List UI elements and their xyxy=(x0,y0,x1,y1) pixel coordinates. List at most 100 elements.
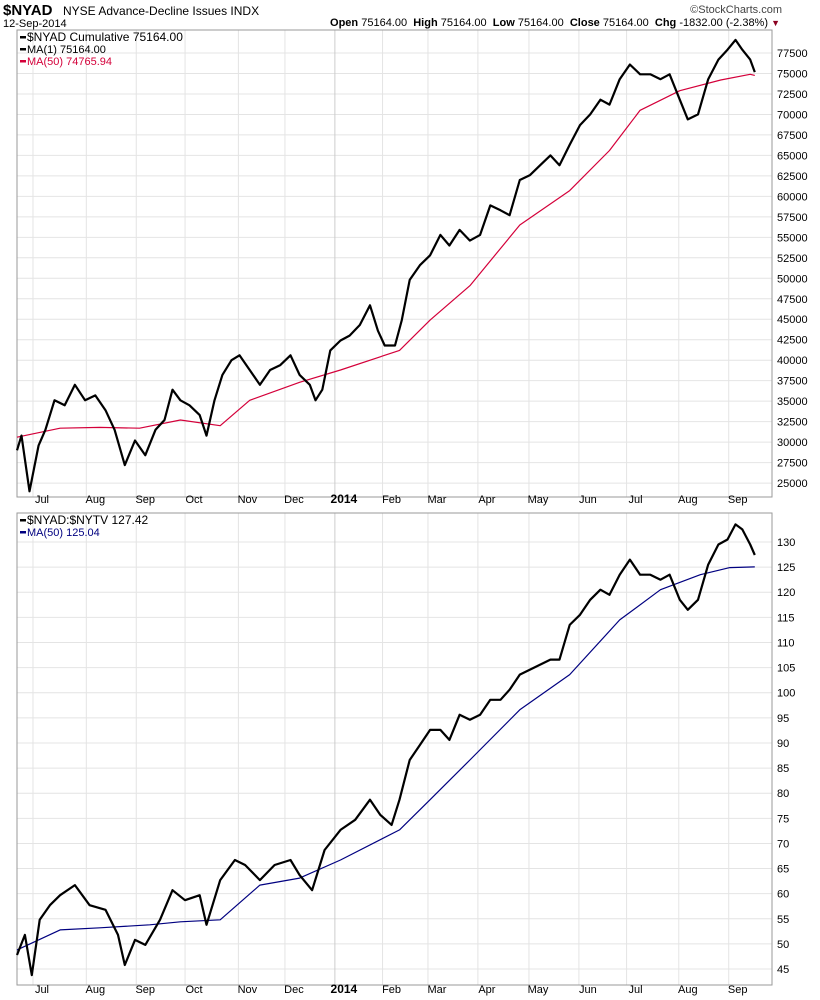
y-tick-label: 110 xyxy=(777,637,795,649)
y-tick-label: 130 xyxy=(777,537,795,549)
price-line xyxy=(15,38,756,493)
legend-entry: MA(50) 125.04 xyxy=(27,527,100,539)
y-tick-label: 65000 xyxy=(777,150,808,162)
symbol-name: NYSE Advance-Decline Issues INDX xyxy=(63,4,260,18)
y-tick-label: 67500 xyxy=(777,130,808,142)
y-tick-label: 50000 xyxy=(777,273,808,285)
y-tick-label: 60 xyxy=(777,889,789,901)
y-tick-label: 75 xyxy=(777,813,789,825)
legend-swatch xyxy=(20,48,26,51)
y-tick-label: 100 xyxy=(777,688,795,700)
y-tick-label: 70 xyxy=(777,838,789,850)
y-tick-label: 95 xyxy=(777,713,789,725)
legend-entry: $NYAD Cumulative 75164.00 xyxy=(27,30,183,44)
high-value: 75164.00 xyxy=(440,17,487,29)
open-value: 75164.00 xyxy=(361,17,408,29)
legend-entry: $NYAD:$NYTV 127.42 xyxy=(27,513,148,527)
x-tick-label: Aug xyxy=(86,984,106,996)
chg-value: -1832.00 (-2.38%) xyxy=(679,17,769,29)
x-tick-label: Jul xyxy=(629,494,643,506)
y-tick-label: 77500 xyxy=(777,48,808,60)
x-tick-label: 2014 xyxy=(331,492,358,506)
y-tick-label: 45 xyxy=(777,964,789,976)
y-tick-label: 115 xyxy=(777,612,795,624)
y-tick-label: 35000 xyxy=(777,396,808,408)
x-tick-label: Jul xyxy=(35,494,49,506)
y-tick-label: 45000 xyxy=(777,314,808,326)
y-tick-label: 90 xyxy=(777,738,789,750)
low-label: Low xyxy=(492,17,515,29)
legend-entry: MA(1) 75164.00 xyxy=(27,44,106,56)
y-tick-label: 47500 xyxy=(777,294,808,306)
y-tick-label: 32500 xyxy=(777,417,808,429)
down-arrow-icon: ▼ xyxy=(771,18,780,28)
x-tick-label: Nov xyxy=(238,984,258,996)
x-tick-label: Dec xyxy=(284,494,304,506)
y-tick-label: 120 xyxy=(777,587,795,599)
x-tick-label: May xyxy=(528,494,549,506)
x-tick-label: Aug xyxy=(86,494,106,506)
x-tick-label: Nov xyxy=(238,494,258,506)
y-tick-label: 50 xyxy=(777,939,789,951)
y-tick-label: 25000 xyxy=(777,478,808,490)
x-tick-label: Feb xyxy=(382,984,401,996)
price-line xyxy=(15,523,756,977)
plot-area-border xyxy=(16,512,773,986)
watermark: ©StockCharts.com xyxy=(690,4,782,16)
y-tick-label: 105 xyxy=(777,663,795,675)
y-tick-label: 30000 xyxy=(777,437,808,449)
symbol: $NYAD xyxy=(3,2,53,19)
x-tick-label: Jul xyxy=(35,984,49,996)
chg-label: Chg xyxy=(654,17,677,29)
y-tick-label: 37500 xyxy=(777,376,808,388)
y-tick-label: 75000 xyxy=(777,68,808,80)
moving-average-line xyxy=(16,566,755,951)
x-tick-label: May xyxy=(528,984,549,996)
x-tick-label: Mar xyxy=(427,984,446,996)
y-tick-label: 42500 xyxy=(777,335,808,347)
x-tick-label: Sep xyxy=(135,494,155,506)
x-tick-label: Aug xyxy=(678,494,698,506)
legend-swatch xyxy=(20,519,26,522)
y-tick-label: 70000 xyxy=(777,109,808,121)
open-label: Open xyxy=(330,17,359,29)
y-tick-label: 80 xyxy=(777,788,789,800)
y-tick-label: 60000 xyxy=(777,191,808,203)
x-tick-label: Apr xyxy=(478,494,495,506)
y-tick-label: 27500 xyxy=(777,458,808,470)
legend-entry: MA(50) 74765.94 xyxy=(27,56,112,68)
y-tick-label: 57500 xyxy=(777,212,808,224)
legend-swatch xyxy=(20,60,26,63)
x-tick-label: Oct xyxy=(185,984,202,996)
y-tick-label: 65 xyxy=(777,864,789,876)
legend-swatch xyxy=(20,531,26,534)
close-value: 75164.00 xyxy=(602,17,649,29)
plot-area-border xyxy=(16,29,773,498)
chart-header: $NYAD NYSE Advance-Decline Issues INDX ©… xyxy=(3,2,818,30)
x-tick-label: Feb xyxy=(382,494,401,506)
y-tick-label: 62500 xyxy=(777,171,808,183)
y-tick-label: 72500 xyxy=(777,89,808,101)
legend-swatch xyxy=(20,36,26,39)
y-tick-label: 55 xyxy=(777,914,789,926)
x-tick-label: Aug xyxy=(678,984,698,996)
close-label: Close xyxy=(569,17,600,29)
ohlc-readout: Open 75164.00 High 75164.00 Low 75164.00… xyxy=(330,17,780,29)
x-tick-label: Sep xyxy=(728,494,748,506)
high-label: High xyxy=(413,17,438,29)
moving-average-line xyxy=(16,73,755,438)
x-tick-label: Dec xyxy=(284,984,304,996)
y-tick-label: 125 xyxy=(777,562,795,574)
y-tick-label: 52500 xyxy=(777,253,808,265)
low-value: 75164.00 xyxy=(517,17,564,29)
x-tick-label: Sep xyxy=(728,984,748,996)
x-tick-label: Jun xyxy=(579,494,597,506)
x-tick-label: 2014 xyxy=(331,982,358,996)
x-tick-label: Jun xyxy=(579,984,597,996)
x-tick-label: Mar xyxy=(427,494,446,506)
x-tick-label: Apr xyxy=(478,984,495,996)
x-tick-label: Oct xyxy=(185,494,202,506)
y-tick-label: 40000 xyxy=(777,355,808,367)
